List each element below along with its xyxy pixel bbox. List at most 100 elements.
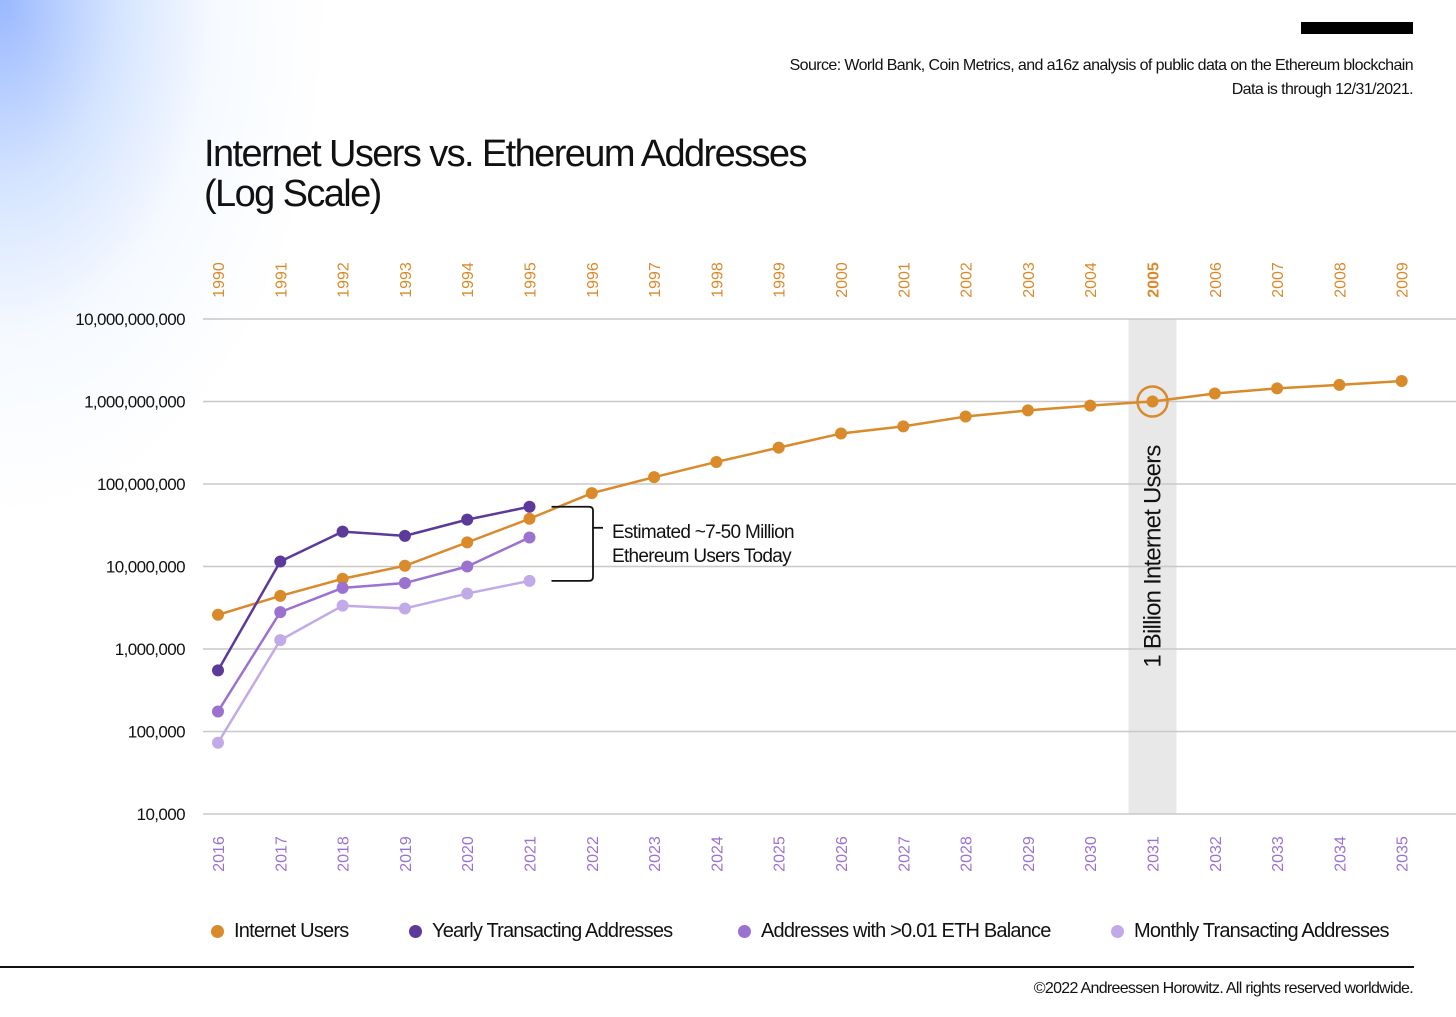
data-date-line: Data is through 12/31/2021. xyxy=(1231,81,1414,98)
annotation-1-billion: 1 Billion Internet Users xyxy=(1140,445,1167,668)
top-axis-year: 1995 xyxy=(523,262,540,298)
top-axis-year: 2000 xyxy=(834,262,851,298)
data-point-internet xyxy=(648,471,661,484)
data-point-monthly xyxy=(212,736,224,749)
top-axis-year: 1998 xyxy=(709,262,726,298)
data-point-yearly xyxy=(336,525,349,538)
bottom-axis-year: 2020 xyxy=(460,836,477,872)
y-tick-label: 100,000,000 xyxy=(97,475,185,494)
data-point-monthly xyxy=(398,602,411,615)
series-line-balance xyxy=(216,536,531,713)
top-axis-year: 2004 xyxy=(1083,262,1100,298)
bottom-axis-year: 2031 xyxy=(1146,836,1163,872)
top-axis-year: 2009 xyxy=(1395,262,1412,298)
data-point-balance xyxy=(336,581,349,594)
source-line: Source: World Bank, Coin Metrics, and a1… xyxy=(789,57,1414,74)
data-point-internet xyxy=(835,427,847,440)
legend-marker-eth-balance xyxy=(738,924,751,938)
data-point-monthly xyxy=(523,574,536,587)
source-note: Source: World Bank, Coin Metrics, and a1… xyxy=(789,54,1414,102)
bottom-axis-year: 2024 xyxy=(709,836,726,872)
bottom-axis-year: 2030 xyxy=(1083,836,1100,872)
bottom-axis-year: 2026 xyxy=(834,836,851,872)
bracket-label-line1: Estimated ~7-50 Million xyxy=(612,522,794,543)
top-axis-year: 1999 xyxy=(772,262,789,298)
header-bar xyxy=(1301,22,1413,34)
bottom-axis-year: 2018 xyxy=(336,836,353,872)
bracket xyxy=(551,505,594,582)
data-point-monthly xyxy=(461,587,474,600)
bracket-label-line2: Ethereum Users Today xyxy=(612,546,792,567)
y-tick-label: 10,000,000 xyxy=(106,558,185,577)
top-axis-year: 2007 xyxy=(1270,262,1287,298)
bottom-axis-year: 2016 xyxy=(211,836,228,872)
data-point-internet xyxy=(461,536,474,549)
data-point-balance xyxy=(212,705,224,718)
y-tick-label: 1,000,000 xyxy=(115,640,185,659)
y-tick-label: 10,000 xyxy=(137,805,186,824)
data-point-internet xyxy=(772,441,785,454)
data-point-internet xyxy=(1084,399,1097,412)
top-axis-year: 1993 xyxy=(398,262,415,298)
data-point-internet xyxy=(1208,387,1221,400)
data-point-internet xyxy=(336,572,349,585)
bottom-axis-year: 2019 xyxy=(398,836,415,872)
data-point-balance xyxy=(398,577,411,590)
y-tick-label: 10,000,000,000 xyxy=(75,310,185,329)
bottom-axis-year: 2032 xyxy=(1208,836,1225,872)
bottom-axis-year: 2027 xyxy=(896,836,913,872)
legend-label: Addresses with >0.01 ETH Balance xyxy=(761,919,1051,942)
data-point-yearly xyxy=(274,555,287,568)
chart-title-line1: Internet Users vs. Ethereum Addresses xyxy=(204,133,807,175)
data-point-internet xyxy=(523,512,536,525)
series-line-monthly xyxy=(216,579,530,744)
copyright: ©2022 Andreessen Horowitz. All rights re… xyxy=(1033,980,1414,997)
y-tick-label: 1,000,000,000 xyxy=(84,393,185,412)
legend-item-yearly-transacting: Yearly Transacting Addresses xyxy=(409,918,673,944)
data-point-monthly xyxy=(336,599,349,612)
top-axis-year: 2005 xyxy=(1146,262,1163,298)
series-line-yearly xyxy=(216,505,530,672)
data-point-internet xyxy=(710,455,723,468)
data-point-internet xyxy=(1333,378,1346,391)
top-axis-year: 2006 xyxy=(1208,262,1225,298)
chart-title: Internet Users vs. Ethereum Addresses (L… xyxy=(204,133,807,215)
footer-rule xyxy=(0,966,1414,968)
data-point-yearly xyxy=(398,529,411,542)
data-point-yearly xyxy=(523,500,536,513)
legend: Internet Users Yearly Transacting Addres… xyxy=(0,918,1456,944)
highlight-ring xyxy=(1136,385,1169,418)
bottom-axis-year: 2023 xyxy=(647,836,664,872)
bottom-axis-year: 2029 xyxy=(1021,836,1038,872)
data-point-internet xyxy=(1021,404,1034,417)
top-axis-year: 2002 xyxy=(959,262,976,298)
chart-title-line2: (Log Scale) xyxy=(204,173,382,215)
top-axis-year: 1994 xyxy=(460,262,477,298)
legend-label: Monthly Transacting Addresses xyxy=(1134,919,1390,942)
data-point-internet xyxy=(585,487,598,500)
data-point-balance xyxy=(461,560,474,573)
top-axis-year: 1992 xyxy=(336,262,353,298)
data-point-internet xyxy=(959,410,972,423)
data-point-balance xyxy=(523,531,536,544)
y-tick-label: 100,000 xyxy=(128,723,185,742)
bottom-axis-year: 2034 xyxy=(1332,836,1349,872)
data-point-internet xyxy=(212,608,224,621)
legend-item-monthly-transacting: Monthly Transacting Addresses xyxy=(1111,918,1390,944)
legend-marker-monthly-transacting xyxy=(1111,924,1124,938)
top-axis-year: 1990 xyxy=(211,262,228,298)
bottom-axis-year: 2035 xyxy=(1395,836,1412,872)
top-axis-year: 2008 xyxy=(1332,262,1349,298)
legend-item-eth-balance: Addresses with >0.01 ETH Balance xyxy=(738,918,1051,944)
top-axis-year: 1991 xyxy=(273,262,290,298)
data-point-yearly xyxy=(461,513,474,526)
bottom-axis-year: 2028 xyxy=(959,836,976,872)
data-point-balance xyxy=(274,606,287,619)
data-point-internet xyxy=(897,420,910,433)
legend-item-internet-users: Internet Users xyxy=(211,918,349,944)
data-point-internet xyxy=(274,589,287,602)
data-point-internet xyxy=(398,559,411,572)
top-axis-year: 1996 xyxy=(585,262,602,298)
data-point-internet xyxy=(1146,395,1159,408)
